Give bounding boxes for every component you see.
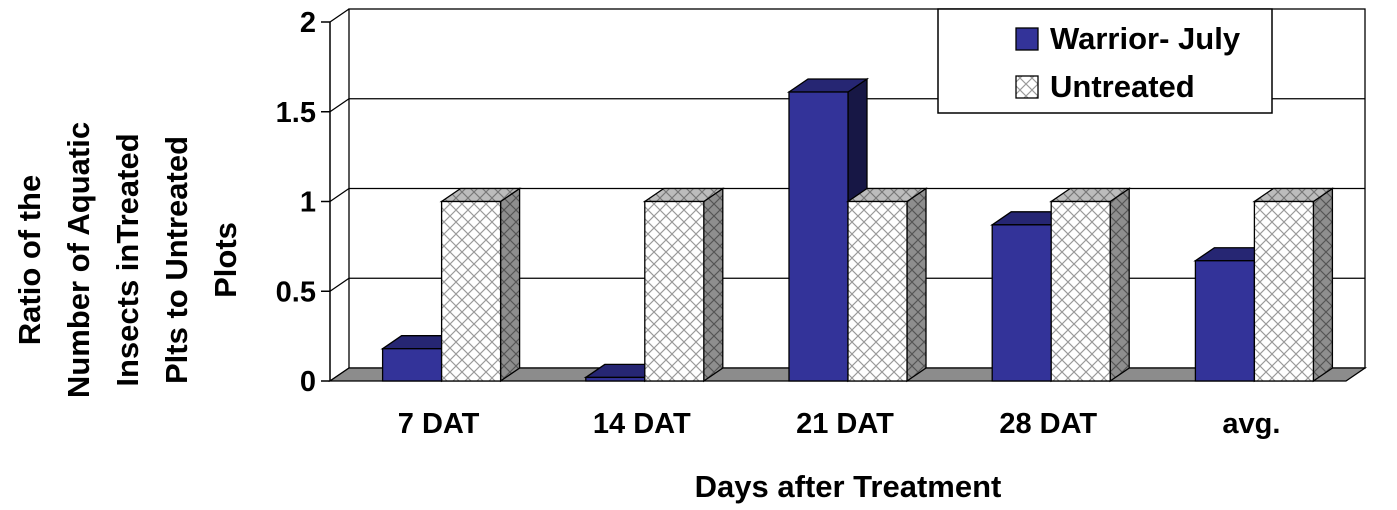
side-wall-line — [329, 187, 350, 203]
side-wall-line — [329, 277, 350, 292]
legend-swatch — [1015, 75, 1039, 99]
x-tick-label: avg. — [1222, 408, 1280, 440]
legend-swatch — [1015, 27, 1039, 51]
x-axis-title: Days after Treatment — [695, 469, 1002, 504]
axis-labels: 0 0.5 1 1.5 2 7 DAT 14 DAT 21 DAT 28 DAT avg. — [276, 7, 1281, 440]
bar-untreated-3 — [1049, 187, 1132, 383]
x-tick-label: 21 DAT — [796, 408, 894, 440]
side-wall-line — [329, 8, 350, 23]
y-axis-title-text: Ratio of the Number of Aquatic Insects inT… — [12, 122, 243, 398]
bar-untreated-2 — [845, 187, 929, 383]
y-tick-label: 0 — [300, 366, 316, 398]
legend: Warrior- July Untreated — [937, 8, 1273, 114]
x-tick-label: 14 DAT — [593, 408, 691, 440]
legend-label: Untreated — [1050, 69, 1195, 104]
y-tick-label: 0.5 — [276, 276, 316, 308]
legend-box — [937, 8, 1273, 114]
y-axis-title-line: Plots — [208, 222, 243, 298]
x-tick-label: 28 DAT — [999, 408, 1097, 440]
side-wall-line — [329, 98, 350, 113]
bars — [380, 77, 1335, 383]
y-tick-label: 2 — [300, 7, 316, 39]
x-tick-label: 7 DAT — [398, 408, 480, 440]
y-axis-title-line: Ratio of the — [12, 175, 47, 346]
y-axis-title: Ratio of the Number of Aquatic Insects inT… — [12, 122, 243, 398]
y-axis-title-line: Number of Aquatic — [61, 122, 96, 398]
bar-untreated-1 — [642, 187, 725, 383]
legend-label: Warrior- July — [1050, 21, 1241, 56]
y-axis-title-line: Plts to Untreated — [159, 136, 194, 384]
bar-untreated-0 — [439, 187, 522, 383]
y-tick-label: 1.5 — [276, 97, 316, 129]
y-axis-title-line: Insects inTreated — [110, 133, 145, 386]
bar-untreated-4 — [1252, 187, 1335, 383]
y-tick-label: 1 — [300, 187, 316, 219]
